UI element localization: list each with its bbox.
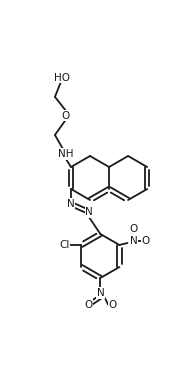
Text: N: N — [130, 236, 137, 246]
Text: Cl: Cl — [59, 240, 70, 250]
Text: O: O — [129, 224, 138, 234]
Text: N: N — [96, 288, 104, 298]
Text: O: O — [62, 111, 70, 121]
Text: O: O — [108, 300, 117, 310]
Text: N: N — [67, 199, 75, 209]
Text: O: O — [84, 300, 93, 310]
Text: HO: HO — [54, 73, 70, 83]
Text: NH: NH — [58, 149, 74, 159]
Text: N: N — [85, 207, 93, 217]
Text: O: O — [141, 236, 150, 246]
